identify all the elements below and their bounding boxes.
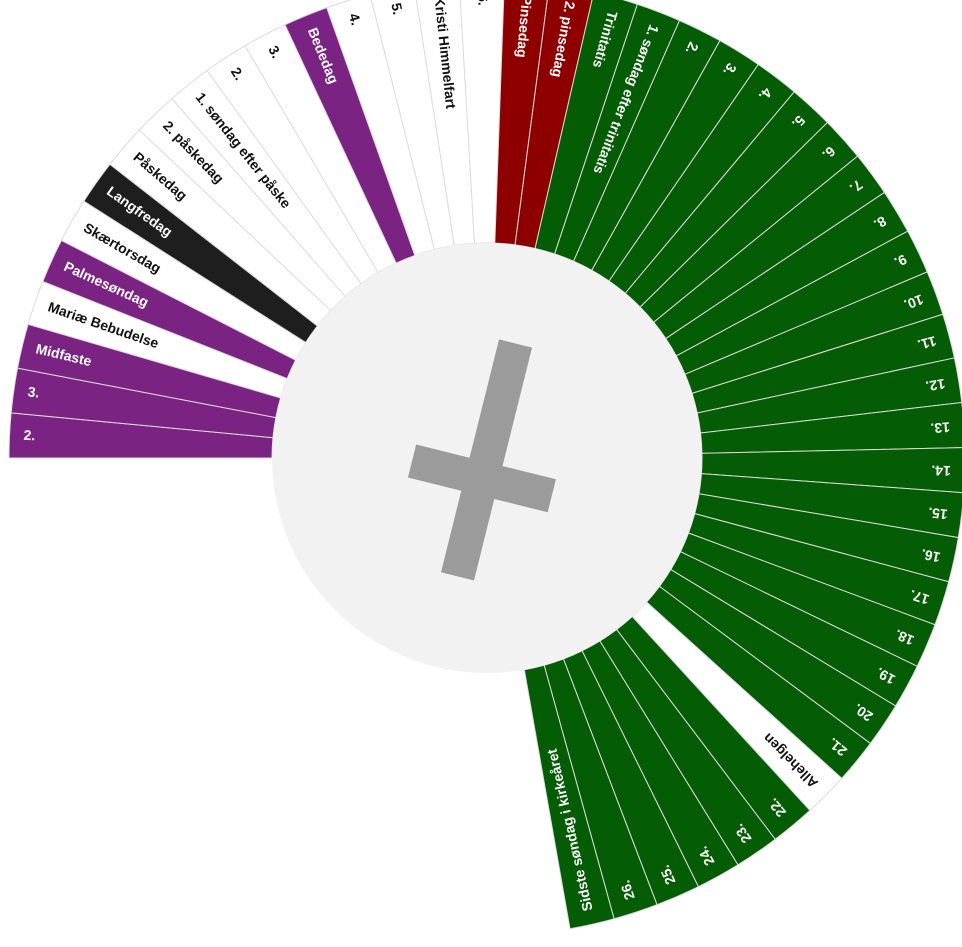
segment-label: 2. xyxy=(23,427,35,444)
segment-label: 6. xyxy=(475,0,491,6)
segment-label: 3. xyxy=(27,383,41,400)
segment-label: 4. xyxy=(346,11,365,27)
segment-label: 18. xyxy=(892,626,916,648)
segment-label: 25. xyxy=(656,863,678,887)
segment-label: 14. xyxy=(931,463,951,479)
segment-label: 11. xyxy=(916,333,938,353)
segment-label: 17. xyxy=(908,587,931,608)
inverted-cross-icon xyxy=(407,339,556,581)
segment-label: 26. xyxy=(616,878,637,901)
wheel-segments xyxy=(8,0,962,930)
segment-label: Pinsedag xyxy=(514,0,535,58)
segment-label: 10. xyxy=(902,291,926,313)
segment-label: 5. xyxy=(388,1,406,16)
segment-label: 16. xyxy=(919,546,941,566)
segment-label: 12. xyxy=(925,376,947,395)
segment-label: 15. xyxy=(927,505,948,523)
segment-label: 13. xyxy=(930,419,951,436)
